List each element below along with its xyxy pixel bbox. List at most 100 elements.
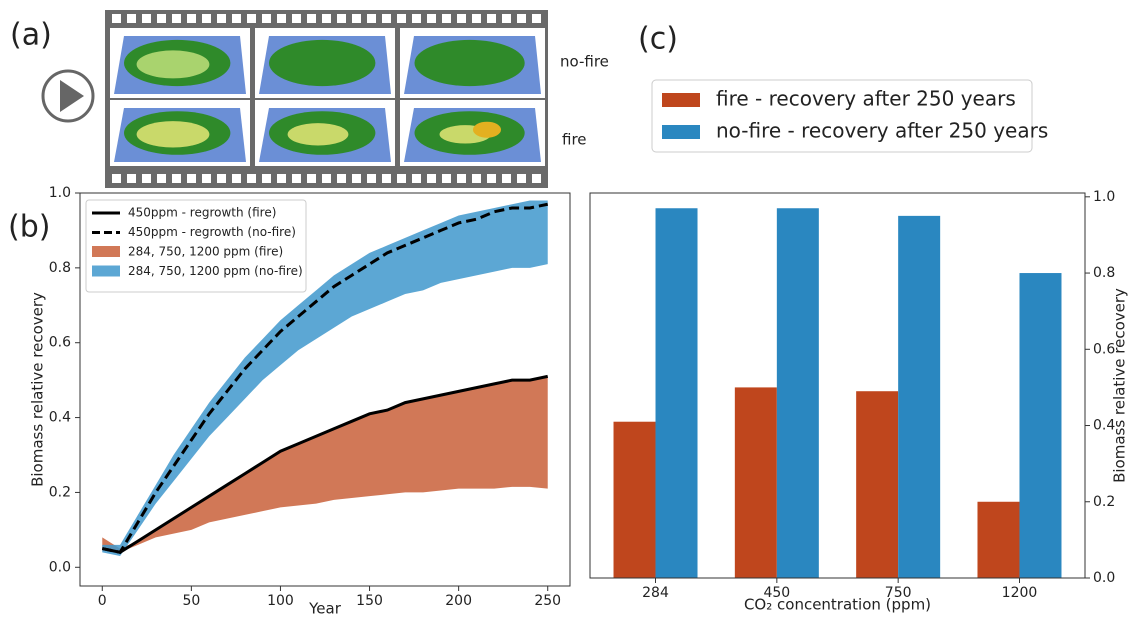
sprocket-hole xyxy=(247,174,256,183)
legend-box xyxy=(651,79,1033,153)
legend-label: 284, 750, 1200 ppm (no-fire) xyxy=(128,264,303,278)
play-icon[interactable] xyxy=(60,80,84,112)
sprocket-hole xyxy=(397,174,406,183)
sprocket-hole xyxy=(292,174,301,183)
x-tick-label: 100 xyxy=(267,593,294,609)
sprocket-hole xyxy=(352,14,361,23)
x-tick-label: 450 xyxy=(763,585,790,601)
row-label: fire xyxy=(562,131,587,149)
sprocket-hole xyxy=(172,174,181,183)
panel-label: (a) xyxy=(10,18,52,53)
sprocket-hole xyxy=(442,174,451,183)
play-button[interactable] xyxy=(41,69,95,123)
legend-label: no-fire - recovery after 250 years xyxy=(716,119,1048,143)
legend-swatch xyxy=(92,265,120,277)
sprocket-hole xyxy=(142,174,151,183)
legend-label: 284, 750, 1200 ppm (fire) xyxy=(128,245,283,259)
y-tick-label: 1.0 xyxy=(49,185,71,201)
sprocket-hole xyxy=(112,14,121,23)
bar xyxy=(1019,273,1062,578)
bar xyxy=(776,208,819,578)
sprocket-hole xyxy=(532,174,541,183)
sprocket-hole xyxy=(367,14,376,23)
sprocket-hole xyxy=(502,14,511,23)
sprocket-hole xyxy=(112,174,121,183)
y-tick-label: 0.6 xyxy=(1093,341,1115,357)
sprocket-hole xyxy=(277,14,286,23)
band xyxy=(102,376,548,553)
sprocket-hole xyxy=(232,14,241,23)
sprocket-hole xyxy=(472,14,481,23)
y-tick-label: 0.8 xyxy=(1093,265,1115,281)
plot-frame xyxy=(589,192,1086,579)
sprocket-hole xyxy=(352,174,361,183)
sprocket-hole xyxy=(277,174,286,183)
sprocket-hole xyxy=(262,14,271,23)
sprocket-hole xyxy=(187,174,196,183)
sprocket-hole xyxy=(127,14,136,23)
forest xyxy=(414,39,525,87)
sprocket-hole xyxy=(382,14,391,23)
sprocket-hole xyxy=(367,174,376,183)
x-tick-label: 250 xyxy=(534,593,561,609)
y-tick-label: 0.4 xyxy=(1093,418,1115,434)
sprocket-hole xyxy=(307,174,316,183)
sprocket-hole xyxy=(337,174,346,183)
sprocket-hole xyxy=(127,174,136,183)
cleared-area xyxy=(136,121,210,148)
sprocket-hole xyxy=(172,14,181,23)
sprocket-hole xyxy=(202,174,211,183)
sprocket-hole xyxy=(187,14,196,23)
sprocket-hole xyxy=(382,174,391,183)
y-axis-label: Biomass relative recovery xyxy=(1111,288,1129,483)
legend-swatch xyxy=(662,93,700,107)
x-axis-label: Year xyxy=(308,600,342,618)
sprocket-hole xyxy=(517,14,526,23)
cleared-area xyxy=(136,50,210,79)
sprocket-hole xyxy=(427,174,436,183)
sprocket-hole xyxy=(442,14,451,23)
x-tick-label: 750 xyxy=(885,585,912,601)
sprocket-hole xyxy=(412,174,421,183)
sprocket-hole xyxy=(532,14,541,23)
line-chart: 0 50 100 150 200 250 0.0 0.2 0.4 0.6 0.8 1.0 Year Bio… xyxy=(29,185,571,618)
y-tick-label: 0.8 xyxy=(49,260,71,276)
sprocket-hole xyxy=(337,14,346,23)
bar xyxy=(734,387,777,578)
panel-label: (b) xyxy=(8,210,50,245)
legend-swatch xyxy=(662,125,700,139)
sprocket-hole xyxy=(322,14,331,23)
sprocket-hole xyxy=(157,174,166,183)
legend-label: 450ppm - regrowth (no-fire) xyxy=(128,225,296,239)
sprocket-hole xyxy=(412,14,421,23)
sprocket-hole xyxy=(247,14,256,23)
sprocket-hole xyxy=(457,174,466,183)
sprocket-hole xyxy=(322,174,331,183)
x-tick-label: 284 xyxy=(642,585,669,601)
y-tick-label: 0.4 xyxy=(49,410,71,426)
sprocket-hole xyxy=(217,14,226,23)
sprocket-hole xyxy=(202,14,211,23)
cleared-area xyxy=(287,123,349,146)
line xyxy=(101,374,549,554)
x-tick-label: 50 xyxy=(182,593,200,609)
sprocket-hole xyxy=(397,14,406,23)
bar xyxy=(655,208,698,578)
legend: fire - recovery after 250 years no-fire -… xyxy=(651,79,1048,153)
forest xyxy=(269,39,376,87)
film-strip xyxy=(105,10,548,188)
sprocket-hole xyxy=(502,174,511,183)
y-tick-label: 1.0 xyxy=(1093,189,1115,205)
line xyxy=(101,202,549,555)
burned-area xyxy=(473,121,501,138)
bar-chart: 284 450 750 1200 0.0 0.2 0.4 0.6 0.8 1.0 CO₂ conce… xyxy=(589,79,1129,614)
x-tick-label: 200 xyxy=(445,593,472,609)
legend-box xyxy=(85,199,307,293)
sprocket-hole xyxy=(217,174,226,183)
bar xyxy=(977,501,1020,578)
y-tick-label: 0.6 xyxy=(49,335,71,351)
band xyxy=(102,200,548,557)
sprocket-hole xyxy=(307,14,316,23)
legend: 450ppm - regrowth (fire) 450ppm - regrowt… xyxy=(85,199,307,293)
sprocket-hole xyxy=(142,14,151,23)
